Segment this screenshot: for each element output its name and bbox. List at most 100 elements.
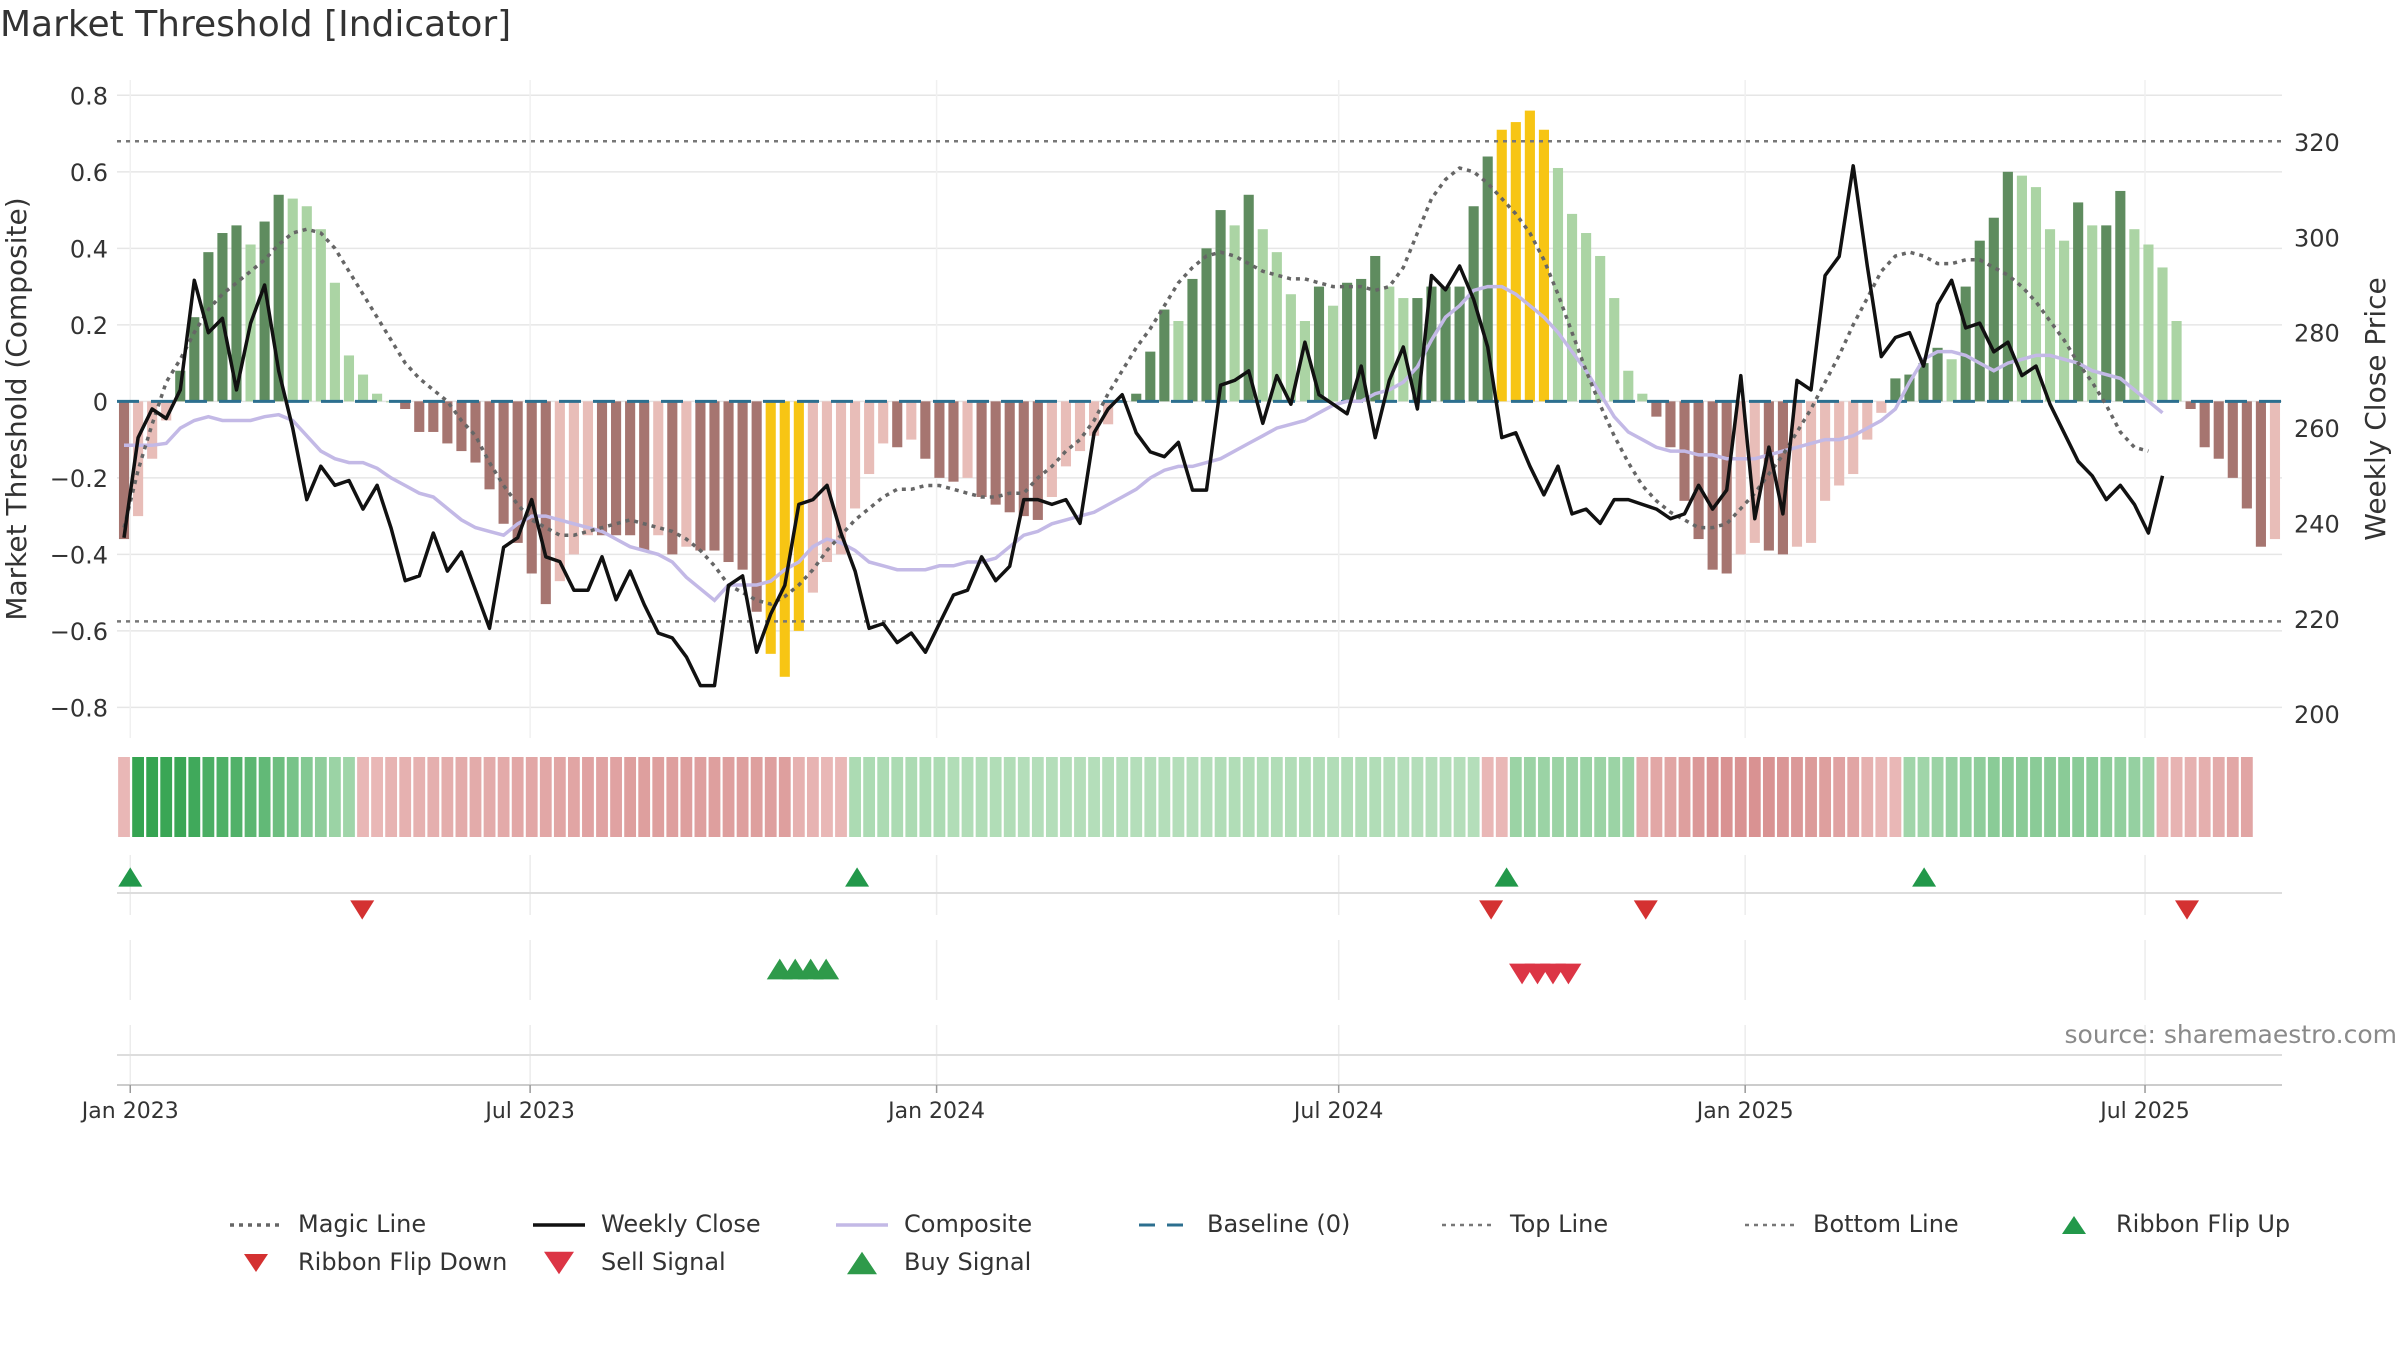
ribbon-segment [764, 757, 777, 837]
legend-label: Buy Signal [904, 1248, 1032, 1276]
ribbon-segment [1931, 757, 1944, 837]
ribbon-segment [1650, 757, 1663, 837]
ribbon-segment [539, 757, 552, 837]
ribbon-segment [1031, 757, 1044, 837]
ribbon-segment [2142, 757, 2155, 837]
composite-bar [807, 401, 818, 593]
composite-bar [2129, 229, 2140, 402]
composite-bar [1763, 401, 1774, 551]
composite-bar [372, 393, 383, 402]
ribbon-segment [1045, 757, 1058, 837]
left-tick-label: 0.6 [70, 159, 108, 187]
triangle-down-icon [228, 1251, 284, 1275]
ribbon-segment [1439, 757, 1452, 837]
ribbon-segment [2001, 757, 2014, 837]
composite-bar [1637, 393, 1648, 402]
ribbon-segment [1144, 757, 1157, 837]
composite-bar [2059, 240, 2070, 402]
composite-bar [540, 401, 551, 605]
legend-item: Baseline (0) [1137, 1210, 1350, 1238]
left-tick-label: −0.2 [50, 465, 108, 493]
ribbon-segment [1791, 757, 1803, 837]
ribbon-segment [2114, 757, 2127, 837]
ribbon-segment [722, 757, 735, 837]
composite-bar [2016, 175, 2027, 402]
composite-bar [1131, 393, 1142, 402]
composite-bar [343, 355, 355, 402]
ribbon-segment [1959, 757, 1972, 837]
ribbon-segment [624, 757, 637, 837]
composite-bar [1918, 363, 1929, 402]
legend-label: Baseline (0) [1207, 1210, 1351, 1238]
ribbon-segment [1833, 757, 1846, 837]
ribbon-segment [2128, 757, 2141, 837]
legend-item: Magic Line [228, 1210, 426, 1238]
composite-bar [2101, 225, 2112, 402]
weekly-close-line [122, 164, 2165, 688]
ribbon-segment [385, 757, 398, 837]
composite-bar [821, 401, 833, 563]
legend-label: Composite [904, 1210, 1033, 1238]
ribbon-segment [638, 757, 651, 837]
left-tick-label: 0.8 [70, 82, 108, 110]
ribbon-segment [863, 757, 876, 837]
composite-bar [1370, 255, 1381, 402]
composite-bar [709, 401, 720, 551]
composite-bar [1299, 321, 1310, 402]
ribbon-segment [1748, 757, 1761, 837]
ribbon-segment [497, 757, 510, 837]
ribbon-segment [455, 757, 468, 837]
ribbon-segment [2016, 757, 2028, 837]
x-tick-label: Jan 2024 [886, 1099, 985, 1124]
composite-bar [835, 401, 847, 555]
ribbon-segment [483, 757, 496, 837]
legend-label: Weekly Close [601, 1210, 761, 1238]
composite-bar [2115, 190, 2126, 402]
composite-bar [596, 401, 608, 536]
composite-bar [653, 401, 664, 536]
composite-bar [259, 221, 270, 402]
signal-panels [117, 855, 2282, 1086]
composite-bar [161, 401, 172, 421]
ribbon-segment [849, 757, 861, 837]
ribbon-segment [835, 757, 847, 837]
composite-bar [1103, 401, 1114, 425]
composite-bar [2073, 202, 2084, 402]
ribbon-segment [1805, 757, 1817, 837]
ribbon-segment [905, 757, 918, 837]
composite-bar [1271, 252, 1282, 402]
composite-bar [962, 401, 973, 478]
x-axis: Jan 2023 Jul 2023 Jan 2024 Jul 2024 Jan 2025… [80, 1085, 2190, 1124]
ribbon-segment [975, 757, 988, 837]
ribbon-segment [2100, 757, 2113, 837]
legend-item: Weekly Close [531, 1210, 761, 1238]
right-tick-label: 260 [2294, 415, 2340, 443]
ribbon-segment [2072, 757, 2085, 837]
composite-bar [2213, 401, 2224, 459]
composite-bar [1257, 229, 1268, 402]
ribbon-segment [1580, 757, 1593, 837]
left-tick-label: 0.2 [70, 312, 108, 340]
composite-bar [118, 401, 130, 540]
ribbon-segment [1875, 757, 1888, 837]
composite-bar [1834, 401, 1845, 486]
ribbon-segment [2030, 757, 2042, 837]
series-lines [117, 139, 2282, 688]
ribbon-segment [1369, 757, 1382, 837]
ribbon-segment [1847, 757, 1860, 837]
legend-item: Buy Signal [834, 1248, 1031, 1276]
ribbon-segment [1017, 757, 1030, 837]
composite-bar [920, 401, 931, 459]
ribbon-segment [1341, 757, 1354, 837]
legend: Magic Line Weekly Close Composite Baseline … [228, 1210, 2398, 1290]
composite-bar [2143, 244, 2154, 402]
ribbon-segment [1973, 757, 1986, 837]
dotted-grey-line [1743, 1213, 1799, 1237]
composite-bar [1201, 248, 1212, 402]
composite-bar [1581, 233, 1592, 402]
composite-bar [1552, 167, 1564, 402]
ribbon-segment [1481, 757, 1494, 837]
composite-bar [273, 194, 284, 402]
ribbon-segment [174, 757, 187, 837]
